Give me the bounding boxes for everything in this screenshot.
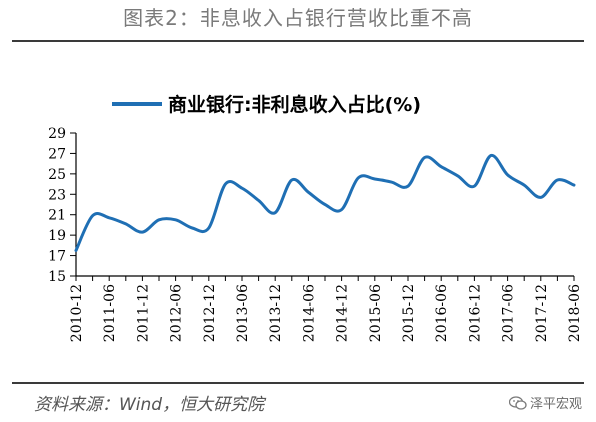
x-tick-label: 2014-12 <box>335 284 351 342</box>
wechat-icon <box>508 395 527 410</box>
data-point <box>191 227 193 229</box>
x-tick-label: 2010-12 <box>69 284 85 342</box>
x-tick-label: 2011-12 <box>135 284 151 342</box>
x-tick-label: 2013-06 <box>235 284 251 342</box>
data-point <box>324 203 326 205</box>
y-tick-label: 21 <box>48 208 66 224</box>
data-point <box>340 208 342 210</box>
data-point <box>208 227 210 229</box>
y-tick-label: 15 <box>48 269 66 285</box>
x-tick-label: 2014-06 <box>301 284 317 342</box>
y-axis-ticks: 15 17 19 21 23 25 27 29 <box>48 126 76 285</box>
data-point <box>307 191 309 193</box>
data-point <box>506 174 508 176</box>
data-point <box>141 231 143 233</box>
y-tick-label: 19 <box>48 228 66 244</box>
x-tick-label: 2012-12 <box>202 284 218 342</box>
x-tick-label: 2016-06 <box>434 284 450 342</box>
x-tick-label: 2017-12 <box>534 284 550 342</box>
y-tick-label: 27 <box>48 146 66 162</box>
data-point <box>241 187 243 189</box>
watermark: 泽平宏观 <box>508 393 582 412</box>
data-point <box>75 249 77 251</box>
data-point <box>573 184 575 186</box>
data-point <box>440 166 442 168</box>
series-line <box>74 153 576 252</box>
data-point <box>291 179 293 181</box>
x-tick-label: 2015-06 <box>368 284 384 342</box>
data-point <box>390 181 392 183</box>
source-note: 资料来源：Wind，恒大研究院 <box>34 395 265 415</box>
bottom-rule <box>12 382 584 384</box>
y-tick-label: 23 <box>48 187 66 203</box>
y-tick-label: 17 <box>48 249 66 265</box>
x-tick-label: 2015-12 <box>401 284 417 342</box>
data-point <box>407 185 409 187</box>
x-tick-label: 2012-06 <box>169 284 185 342</box>
top-rule <box>12 40 584 42</box>
data-point <box>274 211 276 213</box>
data-point <box>523 184 525 186</box>
data-point <box>490 154 492 156</box>
watermark-text: 泽平宏观 <box>529 397 582 412</box>
x-tick-label: 2018-06 <box>567 284 583 342</box>
x-tick-label: 2011-06 <box>102 284 118 342</box>
data-point <box>158 219 160 221</box>
legend: 商业银行:非利息收入占比(%) <box>112 93 421 116</box>
data-point <box>91 215 93 217</box>
data-point <box>174 219 176 221</box>
x-axis-ticks: 2010-12 2011-06 2011-12 2012-06 2012-12 2013-… <box>69 276 583 342</box>
data-point <box>108 217 110 219</box>
x-tick-label: 2017-06 <box>501 284 517 342</box>
data-point <box>556 179 558 181</box>
figure-title: 图表2：非息收入占银行营收比重不高 <box>123 6 473 30</box>
legend-label: 商业银行:非利息收入占比(%) <box>168 93 421 116</box>
data-point <box>374 178 376 180</box>
y-tick-label: 29 <box>48 126 66 142</box>
data-point <box>423 156 425 158</box>
x-tick-label: 2016-12 <box>467 284 483 342</box>
data-point <box>457 175 459 177</box>
data-point <box>473 185 475 187</box>
data-point <box>257 199 259 201</box>
y-tick-label: 25 <box>48 167 66 183</box>
data-point <box>125 223 127 225</box>
series-layer <box>74 153 576 252</box>
data-point <box>540 196 542 198</box>
data-point <box>224 183 226 185</box>
data-point <box>357 177 359 179</box>
x-tick-label: 2013-12 <box>268 284 284 342</box>
